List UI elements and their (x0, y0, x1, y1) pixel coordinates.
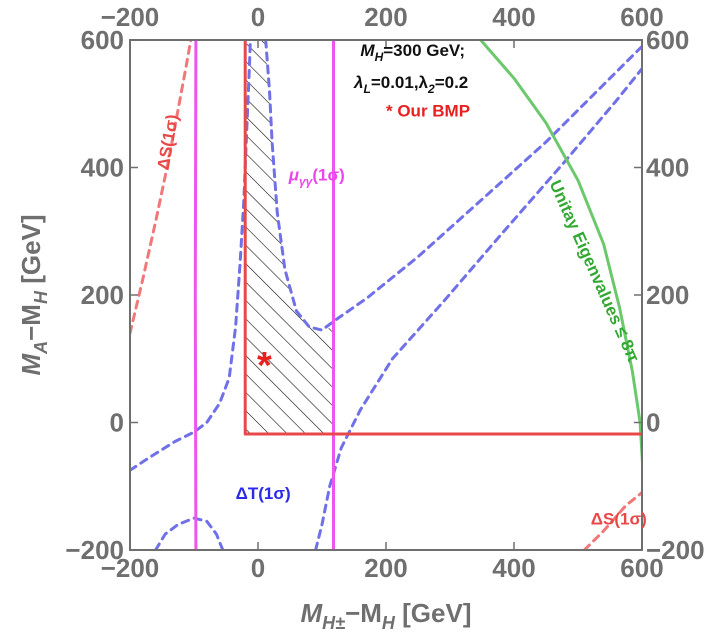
x-tick-label-top: 200 (364, 2, 407, 32)
curve--t-1--3 (154, 516, 225, 550)
x-tick-label-top: 600 (620, 2, 663, 32)
y-tick-label-right: 400 (646, 153, 689, 183)
annotation-ds2: ΔS(1σ) (591, 510, 647, 529)
curve--t-1--2 (130, 40, 252, 472)
annotation-ds1: ΔS(1σ) (154, 113, 182, 171)
x-tick-label: −200 (101, 553, 160, 583)
annotation-unit: Unitay Eigenvalues ≤ 8π (546, 177, 644, 365)
y-tick-label-right: 0 (646, 408, 660, 438)
y-tick-label: 0 (110, 408, 124, 438)
y-tick-label: −200 (65, 535, 124, 565)
curve--t-1--5 (314, 67, 642, 550)
curve--s-1--0 (130, 40, 193, 335)
x-tick-label: 0 (251, 553, 265, 583)
x-axis-title: MH±−MH [GeV] (301, 598, 472, 633)
y-tick-label: 400 (81, 153, 124, 183)
axis-titles: MH±−MH [GeV] MA−MH [GeV] (16, 214, 471, 633)
x-tick-label-top: 400 (492, 2, 535, 32)
curve--s-1--1 (582, 491, 642, 550)
annotation-mu: μγγ(1σ) (288, 165, 345, 188)
curve-unitay-eigenvalues-8--8 (479, 40, 642, 480)
x-tick-label: 600 (620, 553, 663, 583)
x-tick-label: 200 (364, 553, 407, 583)
plot-frame (129, 39, 643, 551)
annotation-mh: MH=300 GeV; (360, 41, 465, 64)
y-tick-label-right: 600 (646, 25, 689, 55)
y-tick-label-right: 200 (646, 280, 689, 310)
y-tick-label: 200 (81, 280, 124, 310)
curve-allowed-boundary-9 (243, 40, 642, 436)
curve--t-1--4 (264, 40, 642, 332)
annotation-bmp: * Our BMP (386, 102, 470, 121)
bmp-marker: * (257, 345, 272, 387)
annotation-dt: ΔT(1σ) (236, 484, 291, 503)
annotation-lam: λL=0.01,λ2=0.2 (353, 73, 468, 96)
y-tick-label-right: −200 (646, 535, 705, 565)
curve--1--6 (193, 40, 198, 550)
x-tick-label: 400 (492, 553, 535, 583)
allowed-region-hatch (245, 40, 334, 434)
x-tick-label-top: −200 (101, 2, 160, 32)
x-tick-label-top: 0 (251, 2, 265, 32)
y-axis-title: MA−MH [GeV] (16, 214, 51, 375)
plot-area: * (130, 40, 642, 550)
y-tick-label: 600 (81, 25, 124, 55)
